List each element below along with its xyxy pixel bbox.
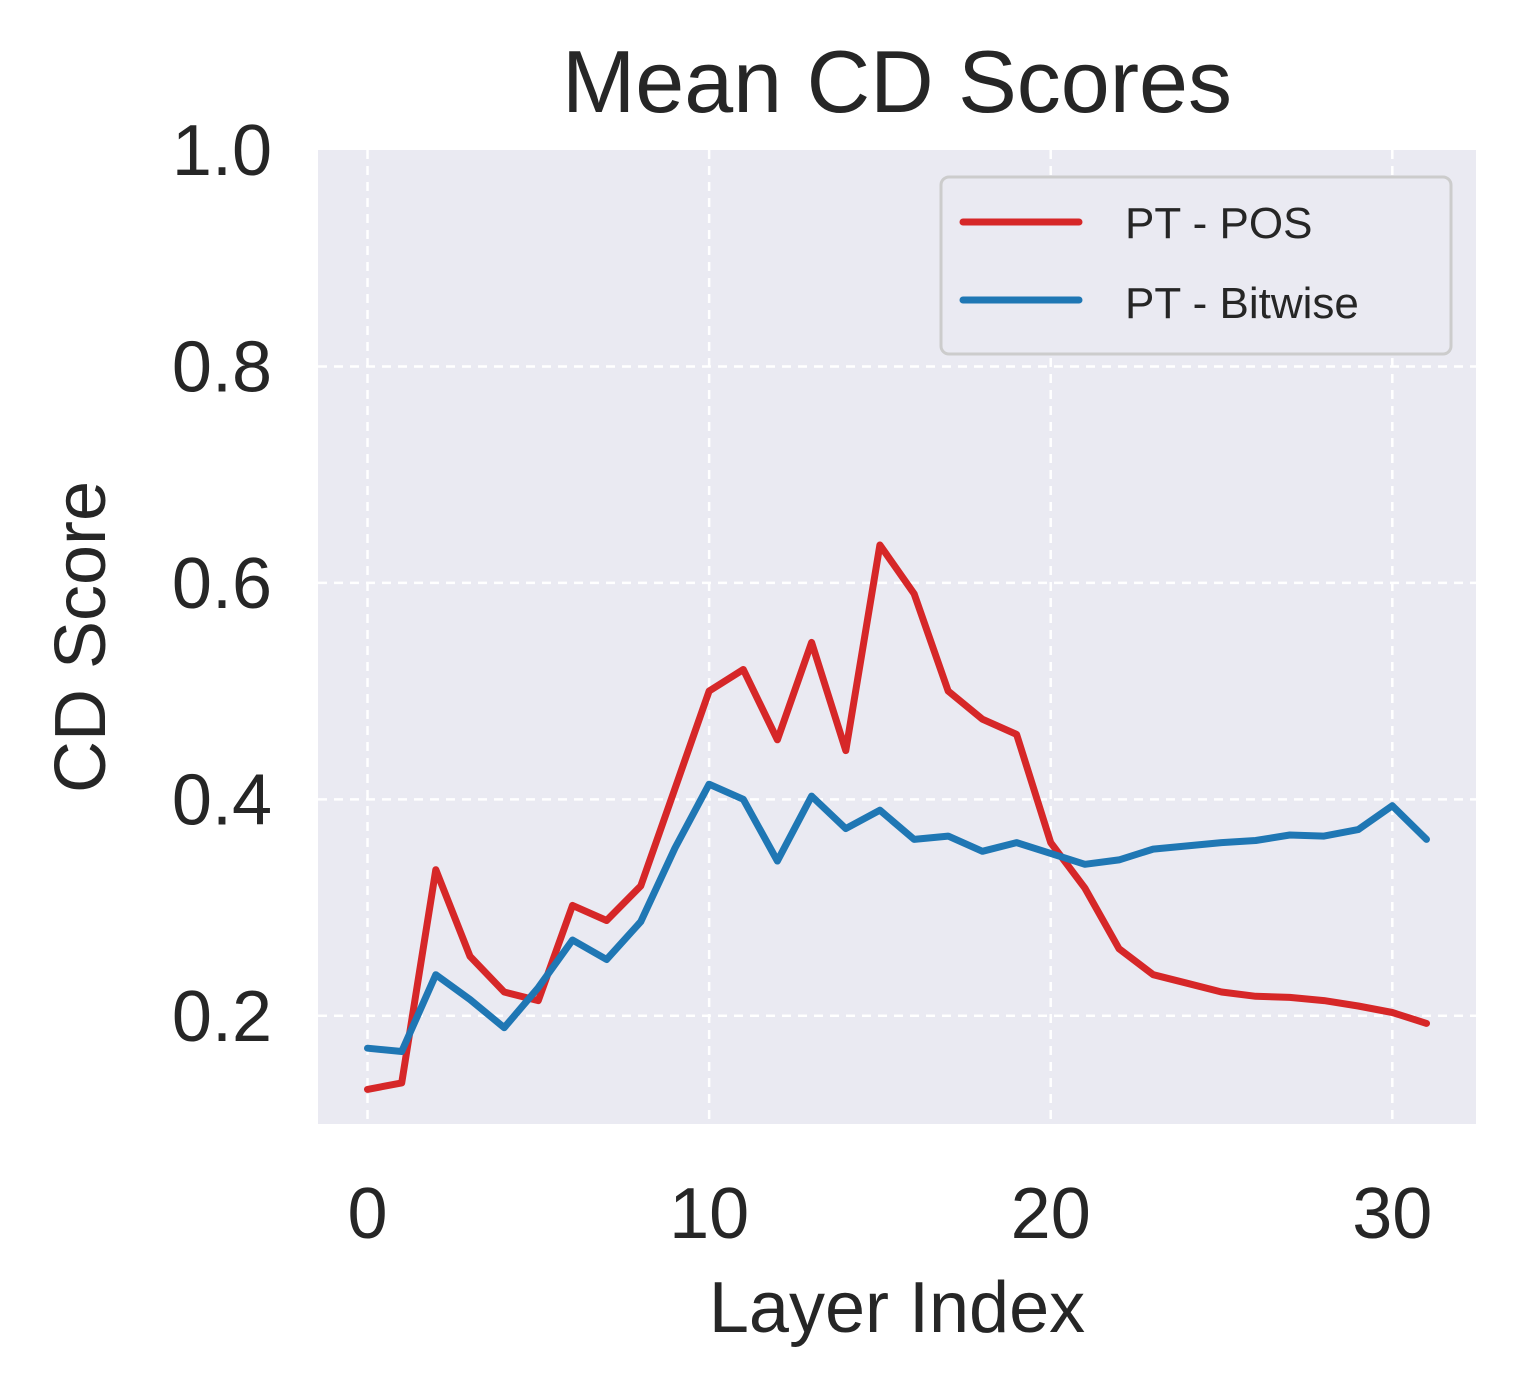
y-tick-label: 0.2 — [172, 977, 272, 1057]
x-axis-label: Layer Index — [709, 1268, 1085, 1348]
x-axis-ticks: 0 10 20 30 — [348, 1174, 1433, 1254]
x-tick-label: 10 — [669, 1174, 749, 1254]
y-tick-label: 0.6 — [172, 544, 272, 624]
y-axis-label: CD Score — [41, 481, 121, 793]
x-tick-label: 20 — [1011, 1174, 1091, 1254]
y-axis-ticks: 0.2 0.4 0.6 0.8 1.0 — [172, 111, 272, 1057]
x-tick-label: 30 — [1352, 1174, 1432, 1254]
legend: PT - POS PT - Bitwise — [939, 175, 1453, 356]
chart-title: Mean CD Scores — [562, 32, 1232, 131]
series-line-pt-bitwise — [364, 780, 1430, 1055]
legend-label-pt-pos: PT - POS — [1125, 199, 1312, 248]
y-tick-label: 1.0 — [172, 111, 272, 191]
x-tick-label: 0 — [348, 1174, 388, 1254]
series-lines — [364, 541, 1430, 1093]
y-tick-label: 0.8 — [172, 327, 272, 407]
y-tick-label: 0.4 — [172, 760, 272, 840]
legend-label-pt-bitwise: PT - Bitwise — [1125, 279, 1359, 328]
